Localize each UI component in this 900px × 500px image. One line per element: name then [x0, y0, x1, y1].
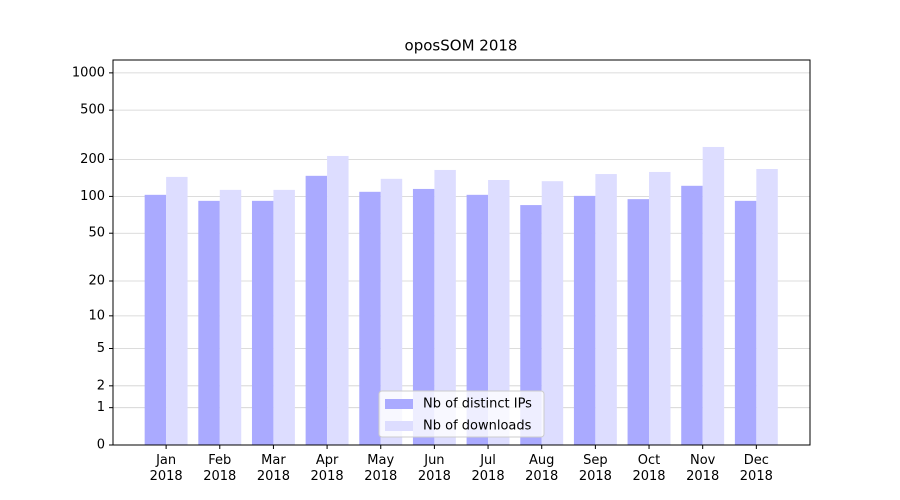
x-tick-label: Feb 2018 [203, 453, 237, 484]
x-tick-label: Apr 2018 [310, 453, 344, 484]
y-tick-label: 10 [88, 308, 105, 323]
legend: Nb of distinct IPs Nb of downloads [378, 390, 545, 438]
bar [251, 200, 274, 445]
bar [734, 200, 757, 445]
bar [412, 188, 435, 445]
x-tick-label: Oct 2018 [632, 453, 666, 484]
chart-title: oposSOM 2018 [405, 37, 518, 55]
legend-label: Nb of downloads [423, 419, 532, 434]
bar [198, 200, 220, 445]
y-tick-label: 0 [97, 438, 105, 453]
legend-box [378, 390, 545, 438]
legend-label: Nb of distinct IPs [423, 397, 532, 412]
y-tick-label: 50 [88, 226, 105, 241]
bar [305, 175, 328, 445]
y-tick-label: 5 [97, 341, 105, 356]
bar [541, 181, 564, 445]
y-tick-label: 1000 [72, 65, 105, 80]
x-tick-label: Aug 2018 [525, 453, 559, 484]
bar [380, 178, 403, 446]
legend-swatch [385, 399, 413, 409]
legend-swatch [385, 421, 413, 431]
bar [681, 185, 703, 446]
bar [166, 176, 188, 445]
x-tick-label: Dec 2018 [739, 453, 773, 484]
bar [488, 179, 510, 445]
y-tick-label: 500 [80, 103, 105, 118]
bar [144, 194, 167, 445]
x-tick-label: Jul 2018 [471, 453, 505, 484]
bar [573, 195, 596, 445]
x-tick-label: Jun 2018 [417, 453, 451, 484]
bar [327, 155, 349, 445]
y-tick-label: 100 [80, 189, 105, 204]
plot-frame [112, 59, 811, 446]
bar [756, 169, 778, 445]
y-tick-label: 200 [80, 152, 105, 167]
bar [273, 189, 295, 445]
bar [466, 194, 489, 445]
bar [434, 169, 456, 446]
y-tick-label: 1 [97, 400, 105, 415]
bar [520, 205, 542, 445]
bar [219, 189, 242, 445]
bar [359, 191, 381, 445]
x-tick-label: Sep 2018 [578, 453, 612, 484]
bar [627, 199, 650, 445]
y-tick-label: 2 [97, 378, 105, 393]
bar [702, 146, 725, 445]
bar [595, 174, 617, 445]
x-tick-label: May 2018 [364, 453, 398, 484]
y-tick-label: 20 [88, 274, 105, 289]
x-tick-label: Mar 2018 [256, 453, 290, 484]
x-tick-label: Nov 2018 [686, 453, 720, 484]
x-tick-label: Jan 2018 [149, 453, 183, 484]
bar [649, 171, 671, 445]
